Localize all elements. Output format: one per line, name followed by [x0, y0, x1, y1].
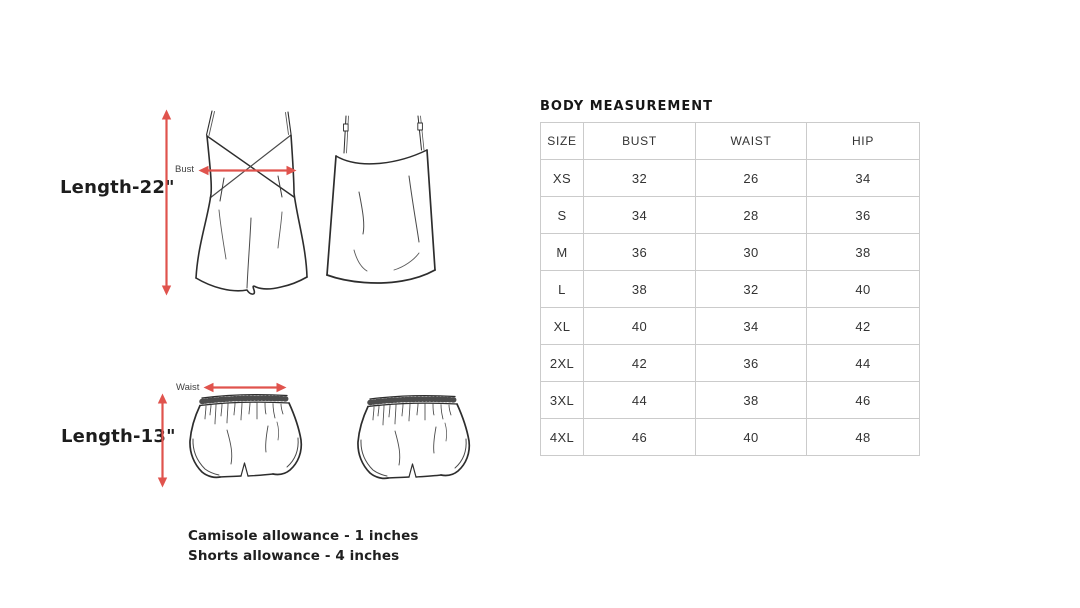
- table-row: S 34 28 36: [540, 196, 920, 234]
- hip-cell: 46: [806, 381, 920, 419]
- shorts-length-arrow: [157, 393, 168, 488]
- waist-cell: 34: [695, 307, 807, 345]
- bust-cell: 44: [583, 381, 696, 419]
- bust-cell: 42: [583, 344, 696, 382]
- camisole-allowance-note: Camisole allowance - 1 inches: [188, 528, 419, 544]
- table-row: 2XL 42 36 44: [540, 344, 920, 382]
- hip-cell: 44: [806, 344, 920, 382]
- hip-cell: 34: [806, 159, 920, 197]
- hip-cell: 36: [806, 196, 920, 234]
- waist-label: Waist: [176, 382, 200, 393]
- size-cell: XL: [540, 307, 584, 345]
- table-row: XS 32 26 34: [540, 159, 920, 197]
- shorts-front-view-drawing: [357, 395, 471, 480]
- table-row: M 36 30 38: [540, 233, 920, 271]
- col-header-hip: HIP: [806, 122, 920, 160]
- hip-cell: 38: [806, 233, 920, 271]
- size-cell: S: [540, 196, 584, 234]
- table-header-row: SIZE BUST WAIST HIP: [540, 122, 920, 160]
- hip-cell: 48: [806, 418, 920, 456]
- table-row: L 38 32 40: [540, 270, 920, 308]
- waist-cell: 40: [695, 418, 807, 456]
- body-measurement-table: SIZE BUST WAIST HIP XS 32 26 34 S 34 28 …: [540, 122, 920, 456]
- table-row: 3XL 44 38 46: [540, 381, 920, 419]
- camisole-back-view-drawing: [195, 110, 308, 295]
- shorts-length-label: Length-13": [61, 426, 176, 447]
- bust-measure-arrow: [198, 165, 297, 176]
- waist-cell: 30: [695, 233, 807, 271]
- size-cell: M: [540, 233, 584, 271]
- waist-cell: 38: [695, 381, 807, 419]
- bust-cell: 46: [583, 418, 696, 456]
- waist-cell: 32: [695, 270, 807, 308]
- col-header-size: SIZE: [540, 122, 584, 160]
- size-cell: 2XL: [540, 344, 584, 382]
- size-cell: XS: [540, 159, 584, 197]
- col-header-bust: BUST: [583, 122, 696, 160]
- waist-measure-arrow: [203, 382, 287, 393]
- body-measurement-title: BODY MEASUREMENT: [540, 99, 713, 114]
- hip-cell: 42: [806, 307, 920, 345]
- bust-cell: 38: [583, 270, 696, 308]
- table-row: 4XL 46 40 48: [540, 418, 920, 456]
- size-cell: L: [540, 270, 584, 308]
- size-cell: 4XL: [540, 418, 584, 456]
- camisole-front-view-drawing: [326, 115, 436, 284]
- hip-cell: 40: [806, 270, 920, 308]
- shorts-front-view-drawing: [189, 394, 303, 479]
- waist-cell: 28: [695, 196, 807, 234]
- col-header-waist: WAIST: [695, 122, 807, 160]
- bust-cell: 36: [583, 233, 696, 271]
- table-row: XL 40 34 42: [540, 307, 920, 345]
- allowance-notes: Camisole allowance - 1 inches Shorts all…: [188, 527, 419, 566]
- camisole-length-label: Length-22": [60, 177, 175, 198]
- waist-cell: 26: [695, 159, 807, 197]
- waist-cell: 36: [695, 344, 807, 382]
- bust-cell: 40: [583, 307, 696, 345]
- size-cell: 3XL: [540, 381, 584, 419]
- bust-label: Bust: [175, 164, 195, 175]
- bust-cell: 32: [583, 159, 696, 197]
- bust-cell: 34: [583, 196, 696, 234]
- shorts-allowance-note: Shorts allowance - 4 inches: [188, 547, 400, 564]
- camisole-length-arrow: [161, 109, 172, 296]
